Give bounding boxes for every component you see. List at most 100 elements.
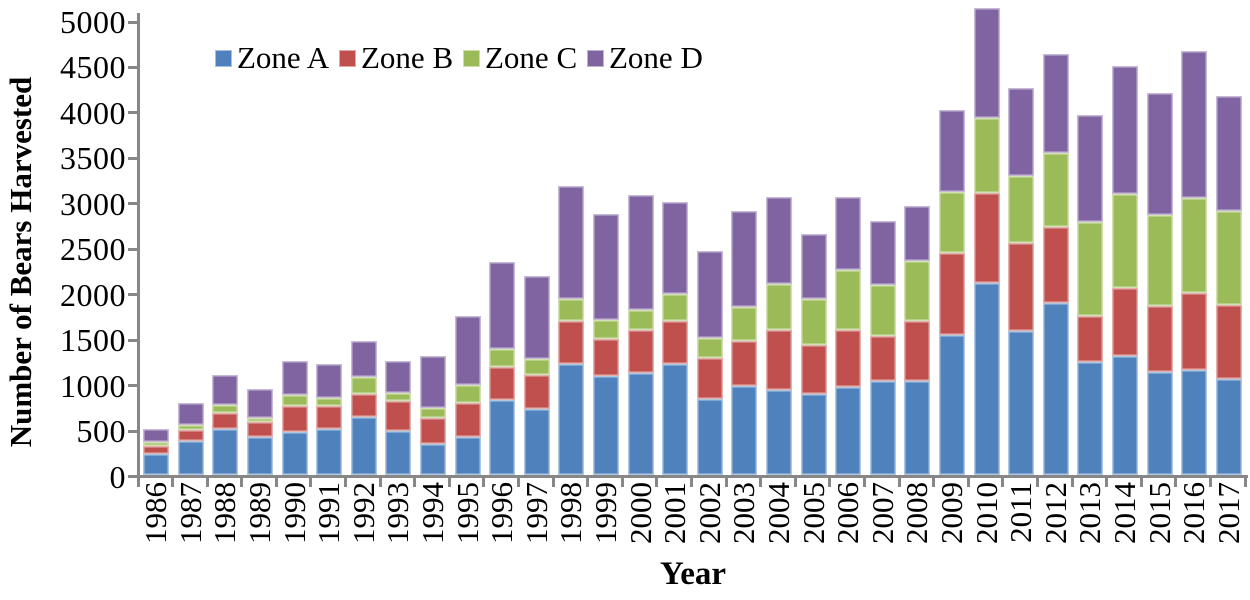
bar-1995 bbox=[454, 315, 481, 475]
bar-segment-2003-zone-b bbox=[731, 341, 758, 386]
bar-segment-2017-zone-a bbox=[1215, 379, 1242, 475]
bar-2003 bbox=[731, 211, 758, 475]
y-tick-mark bbox=[128, 247, 137, 251]
bar-segment-2008-zone-a bbox=[904, 381, 931, 475]
bar-2016 bbox=[1181, 51, 1208, 475]
x-tick-mark bbox=[413, 478, 417, 487]
bar-segment-2004-zone-c bbox=[765, 283, 792, 330]
legend-item-zone-c: Zone C bbox=[463, 40, 587, 76]
x-tick-mark bbox=[1035, 478, 1039, 487]
bar-segment-1992-zone-d bbox=[350, 340, 377, 377]
bar-segment-1986-zone-a bbox=[143, 454, 170, 475]
y-tick-label: 4000 bbox=[60, 94, 126, 131]
bar-segment-1994-zone-b bbox=[420, 417, 447, 444]
x-tick-mark bbox=[690, 478, 693, 487]
bar-segment-2017-zone-b bbox=[1215, 305, 1242, 380]
bar-1992 bbox=[350, 340, 377, 475]
bar-segment-1998-zone-b bbox=[558, 321, 585, 365]
x-tick-label: 2015 bbox=[1141, 482, 1177, 544]
bar-1990 bbox=[281, 361, 308, 475]
legend-label: Zone D bbox=[609, 40, 703, 75]
bar-segment-2013-zone-d bbox=[1077, 115, 1104, 222]
x-tick-mark bbox=[793, 478, 797, 487]
bar-segment-1997-zone-b bbox=[523, 375, 550, 409]
bar-segment-1988-zone-d bbox=[212, 375, 239, 405]
bar-segment-2002-zone-c bbox=[696, 337, 723, 358]
bar-segment-1998-zone-a bbox=[558, 364, 585, 475]
bar-segment-1991-zone-a bbox=[316, 429, 343, 475]
x-tick-mark bbox=[724, 478, 728, 487]
bar-segment-1994-zone-d bbox=[420, 355, 447, 408]
y-tick-mark bbox=[128, 65, 137, 69]
bar-segment-1989-zone-a bbox=[247, 436, 274, 475]
x-tick-mark bbox=[274, 478, 278, 487]
bar-segment-2014-zone-b bbox=[1111, 288, 1138, 356]
x-tick-label: 2004 bbox=[760, 482, 796, 544]
bar-segment-2005-zone-a bbox=[800, 394, 827, 475]
x-tick-mark bbox=[309, 478, 313, 487]
x-tick-label: 1987 bbox=[172, 482, 208, 544]
bar-1994 bbox=[420, 355, 447, 475]
bar-segment-2012-zone-d bbox=[1042, 54, 1069, 153]
bar-segment-2009-zone-b bbox=[938, 252, 965, 335]
y-tick-label: 2000 bbox=[60, 276, 126, 313]
bar-segment-2002-zone-d bbox=[696, 250, 723, 338]
bar-segment-1989-zone-b bbox=[247, 421, 274, 437]
bar-segment-1991-zone-b bbox=[316, 405, 343, 430]
y-tick-mark bbox=[128, 202, 137, 206]
x-tick-label: 1994 bbox=[415, 482, 451, 544]
bar-segment-2006-zone-a bbox=[835, 386, 862, 475]
x-tick-label: 2008 bbox=[899, 482, 935, 544]
x-tick-mark bbox=[1070, 478, 1074, 487]
bar-segment-1987-zone-b bbox=[177, 430, 204, 441]
bar-segment-1992-zone-b bbox=[350, 394, 377, 417]
y-tick-mark bbox=[128, 111, 137, 115]
bar-2015 bbox=[1146, 93, 1173, 475]
bar-segment-1995-zone-d bbox=[454, 315, 481, 386]
bar-segment-1991-zone-c bbox=[316, 397, 343, 406]
y-tick-mark bbox=[128, 338, 137, 342]
bar-segment-2003-zone-c bbox=[731, 307, 758, 342]
x-tick-label: 2007 bbox=[864, 482, 900, 544]
bar-segment-2015-zone-c bbox=[1146, 214, 1173, 306]
bar-segment-2016-zone-a bbox=[1181, 370, 1208, 475]
bar-2006 bbox=[835, 196, 862, 475]
x-tick-label: 2003 bbox=[726, 482, 762, 544]
bar-segment-1999-zone-d bbox=[593, 214, 620, 320]
bar-segment-1997-zone-d bbox=[523, 275, 550, 359]
bar-segment-1987-zone-d bbox=[177, 403, 204, 426]
y-tick-mark bbox=[128, 429, 137, 433]
bar-segment-2014-zone-d bbox=[1111, 65, 1138, 194]
bar-2001 bbox=[662, 202, 689, 475]
x-tick-mark bbox=[240, 478, 244, 487]
x-axis-title: Year bbox=[660, 556, 726, 592]
x-tick-mark bbox=[897, 478, 901, 487]
bar-segment-2004-zone-b bbox=[765, 329, 792, 390]
x-tick-mark bbox=[551, 478, 555, 487]
bar-2000 bbox=[627, 195, 654, 475]
bar-segment-2015-zone-b bbox=[1146, 305, 1173, 372]
bar-2007 bbox=[869, 220, 896, 475]
bar-segment-1991-zone-d bbox=[316, 363, 343, 398]
bar-segment-2011-zone-c bbox=[1008, 175, 1035, 243]
bar-segment-2004-zone-a bbox=[765, 390, 792, 475]
bar-segment-2013-zone-b bbox=[1077, 315, 1104, 362]
x-tick-mark bbox=[136, 478, 140, 487]
x-tick-label: 2011 bbox=[1003, 482, 1039, 543]
bar-1989 bbox=[247, 388, 274, 475]
x-tick-label: 1999 bbox=[588, 482, 624, 544]
y-tick-label: 2500 bbox=[60, 231, 126, 268]
x-tick-mark bbox=[344, 478, 348, 487]
x-tick-mark bbox=[586, 478, 590, 487]
x-tick-mark bbox=[932, 478, 936, 487]
legend-swatch-icon bbox=[339, 49, 356, 67]
bar-segment-1993-zone-c bbox=[385, 392, 412, 402]
bar-segment-2000-zone-b bbox=[627, 329, 654, 373]
bar-segment-2010-zone-d bbox=[973, 7, 1000, 118]
bar-segment-1988-zone-a bbox=[212, 428, 239, 475]
y-tick-mark bbox=[128, 156, 137, 160]
x-tick-mark bbox=[655, 478, 659, 487]
bar-segment-1987-zone-a bbox=[177, 440, 204, 475]
legend-item-zone-d: Zone D bbox=[587, 40, 711, 76]
x-tick-label: 2005 bbox=[795, 482, 831, 544]
